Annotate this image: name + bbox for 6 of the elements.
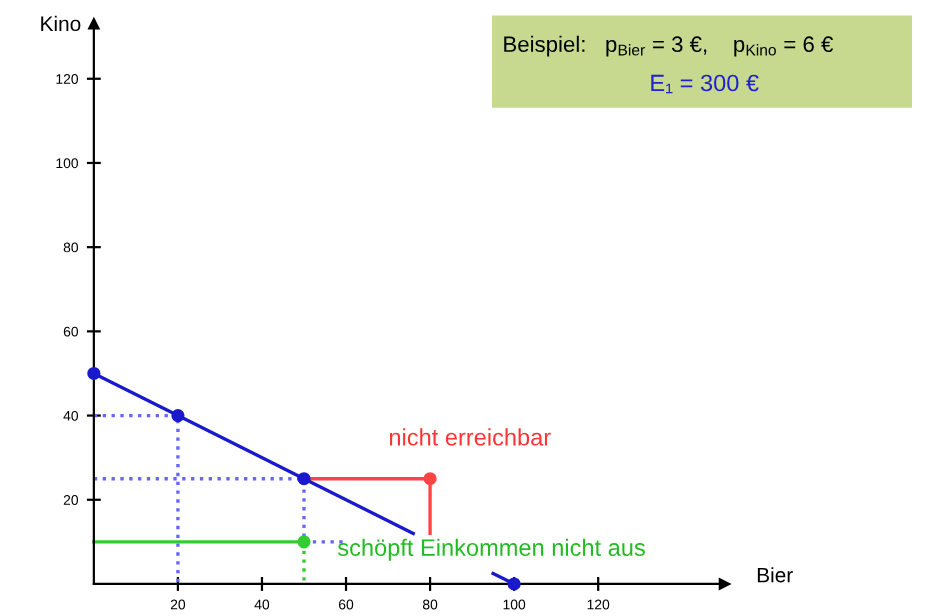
x-axis-title: Bier — [757, 567, 793, 583]
y-axis-title: Kino — [41, 15, 81, 32]
annotation: schöpft Einkommen nicht aus — [337, 538, 645, 561]
annotation: nicht erreichbar — [389, 428, 551, 446]
annotation: E₁ = 300 € — [651, 74, 759, 94]
annotation: Beispiel: p$_{Bier}$ = 3 €, p$_{Kino}$ = 6 € — [504, 35, 834, 57]
